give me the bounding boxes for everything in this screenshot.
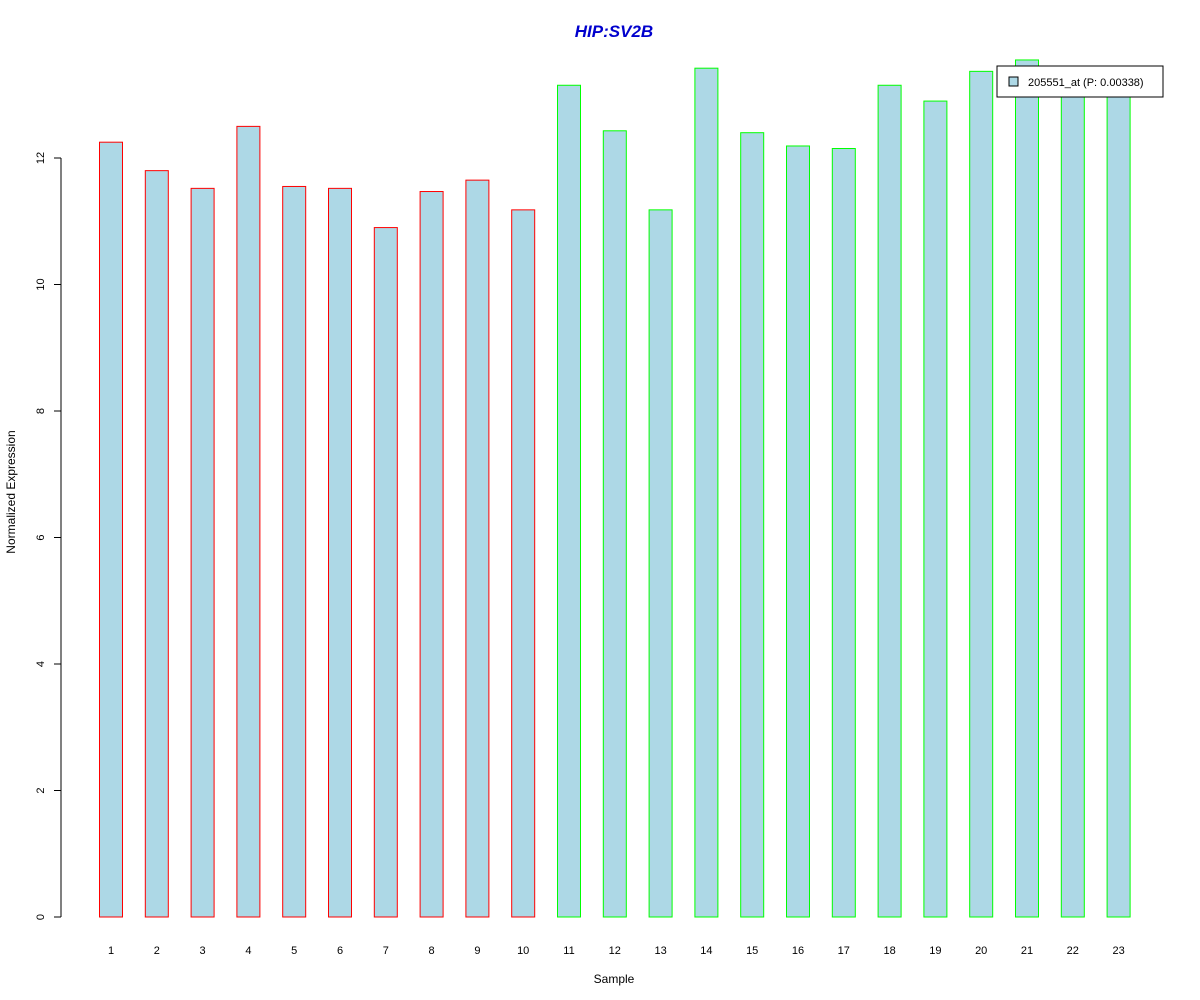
bar-sample-19 — [923, 100, 948, 918]
x-tick-label: 19 — [929, 945, 941, 957]
x-tick-label: 13 — [654, 945, 666, 957]
bar-sample-18 — [877, 84, 902, 918]
x-tick-label: 2 — [154, 945, 160, 957]
x-tick-label: 11 — [563, 945, 574, 957]
bar-sample-15 — [740, 132, 765, 918]
y-tick-label: 0 — [35, 914, 47, 920]
x-tick-label: 10 — [517, 945, 529, 957]
x-axis-label: Sample — [594, 972, 635, 986]
x-tick-label: 22 — [1067, 945, 1079, 957]
bar-sample-16 — [786, 145, 810, 918]
bar-sample-17 — [831, 148, 856, 918]
bar-sample-12 — [602, 130, 627, 918]
x-tick-label: 6 — [337, 945, 343, 957]
y-axis-label: Normalized Expression — [4, 430, 18, 553]
bar-sample-23 — [1106, 91, 1131, 918]
bar-sample-8 — [419, 191, 444, 918]
x-tick-label: 15 — [746, 945, 758, 957]
x-tick-label: 5 — [291, 945, 297, 957]
bar-sample-1 — [99, 141, 123, 918]
x-tick-label: 12 — [609, 945, 621, 957]
bar-sample-5 — [282, 185, 307, 918]
bar-sample-13 — [648, 209, 673, 918]
x-tick-label: 18 — [883, 945, 895, 957]
bar-sample-4 — [236, 125, 261, 918]
bar-sample-10 — [511, 209, 536, 918]
bar-sample-14 — [694, 67, 719, 918]
y-axis: 0 2 4 6 8 10 12 — [35, 152, 62, 920]
bar-sample-2 — [144, 170, 169, 918]
bar-sample-11 — [557, 84, 581, 918]
x-tick-label: 23 — [1112, 945, 1124, 957]
x-tick-label: 4 — [245, 945, 251, 957]
y-tick-label: 10 — [35, 278, 47, 290]
bar-sample-22 — [1060, 87, 1085, 918]
x-tick-label: 17 — [838, 945, 850, 957]
bar-sample-9 — [465, 179, 490, 918]
x-tick-label: 3 — [200, 945, 206, 957]
x-tick-label: 9 — [474, 945, 480, 957]
legend-label: 205551_at (P: 0.00338) — [1028, 77, 1144, 89]
x-tick-label: 1 — [108, 945, 114, 957]
x-tick-label: 8 — [429, 945, 435, 957]
bar-sample-20 — [969, 70, 994, 918]
bar-sample-7 — [373, 227, 398, 918]
bars — [99, 59, 1131, 918]
x-tick-label: 20 — [975, 945, 987, 957]
bar-sample-21 — [1015, 59, 1039, 918]
x-tick-label: 21 — [1021, 945, 1033, 957]
bar-sample-3 — [190, 187, 215, 918]
bar-sample-6 — [328, 187, 352, 918]
y-tick-label: 8 — [35, 408, 47, 414]
y-tick-label: 6 — [35, 534, 47, 540]
legend-swatch — [1008, 76, 1019, 87]
legend: 205551_at (P: 0.00338) — [996, 65, 1164, 98]
chart-title: HIP:SV2B — [575, 22, 653, 41]
x-tick-label: 7 — [383, 945, 389, 957]
x-tick-label: 16 — [792, 945, 804, 957]
y-tick-label: 12 — [35, 152, 47, 164]
y-tick-label: 4 — [35, 661, 47, 667]
x-tick-label: 14 — [700, 945, 712, 957]
y-tick-label: 2 — [35, 787, 47, 793]
legend-box — [996, 65, 1164, 98]
x-axis-tick-labels: 1 2 3 4 5 6 7 8 9 10 11 12 13 14 15 16 17 18 19 20 21 22 23 — [108, 945, 1125, 957]
